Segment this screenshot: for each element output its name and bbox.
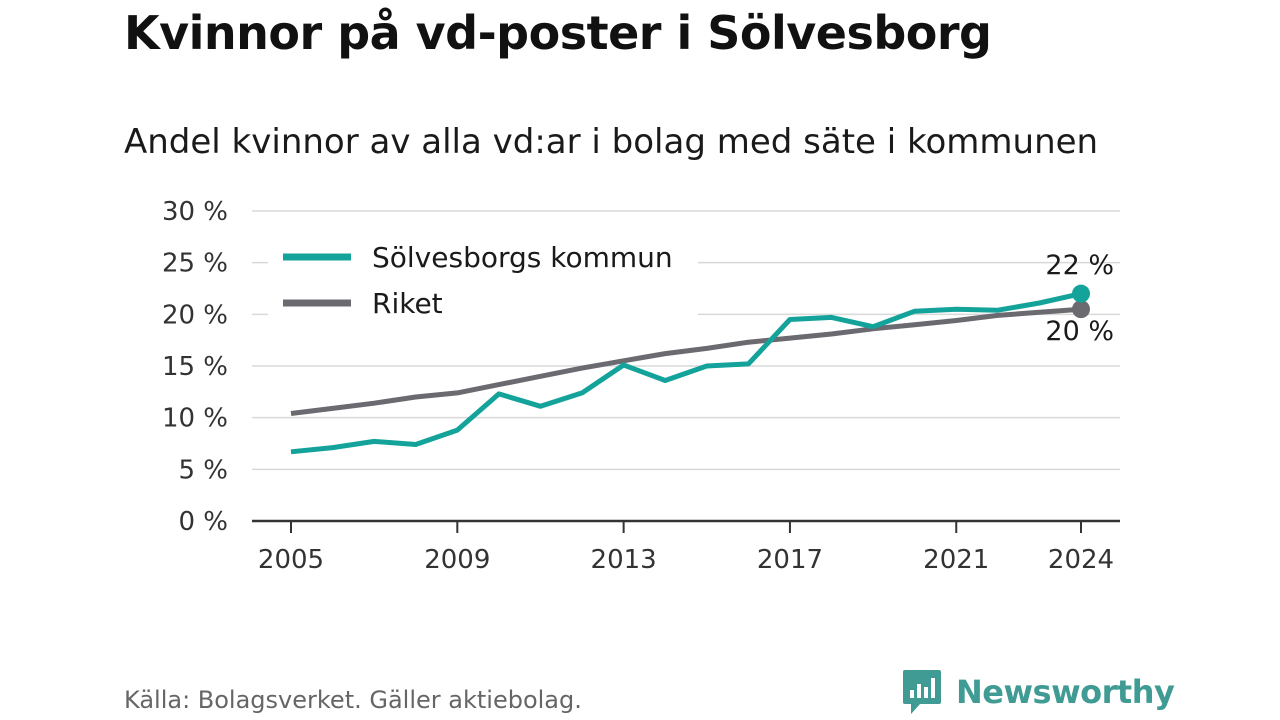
source-note: Källa: Bolagsverket. Gäller aktiebolag.	[124, 686, 582, 714]
y-tick-label: 20 %	[162, 300, 228, 330]
bar-chart-speech-bubble-icon	[903, 670, 941, 714]
end-point-riket	[1072, 300, 1090, 319]
end-point-kommun	[1072, 284, 1090, 303]
chart-subtitle: Andel kvinnor av alla vd:ar i bolag med …	[124, 122, 1099, 162]
x-axis: 2005 2009 2013 2017 2021 2024	[252, 519, 1120, 575]
y-tick-label: 10 %	[162, 404, 228, 434]
y-tick-label: 25 %	[162, 249, 228, 279]
y-tick-label: 5 %	[178, 455, 228, 485]
end-value-label: 22 %	[1045, 250, 1114, 281]
end-value-label: 20 %	[1045, 316, 1114, 347]
x-tick-label: 2005	[258, 545, 324, 575]
x-tick-label: 2013	[591, 545, 657, 575]
legend-label: Riket	[372, 287, 443, 320]
legend-label: Sölvesborgs kommun	[372, 241, 673, 274]
legend: Sölvesborgs kommun Riket	[268, 232, 698, 320]
x-tick-label: 2024	[1048, 545, 1114, 575]
series-line-kommun	[290, 291, 1082, 455]
y-tick-label: 15 %	[162, 352, 228, 382]
y-tick-label: 0 %	[178, 507, 228, 537]
series-line-riket	[290, 306, 1082, 416]
y-tick-label: 30 %	[162, 197, 228, 227]
brand-logo[interactable]: Newsworthy	[902, 668, 1175, 716]
x-tick-label: 2009	[424, 545, 490, 575]
chart-title: Kvinnor på vd-poster i Sölvesborg	[124, 6, 992, 60]
brand-name: Newsworthy	[956, 673, 1175, 711]
end-labels: 22 % 20 %	[1045, 250, 1114, 347]
x-tick-label: 2017	[757, 545, 823, 575]
y-axis-tick-labels: 0 % 5 % 10 % 15 % 20 % 25 % 30 %	[162, 197, 228, 537]
series-lines	[290, 284, 1090, 455]
x-tick-label: 2021	[923, 545, 989, 575]
